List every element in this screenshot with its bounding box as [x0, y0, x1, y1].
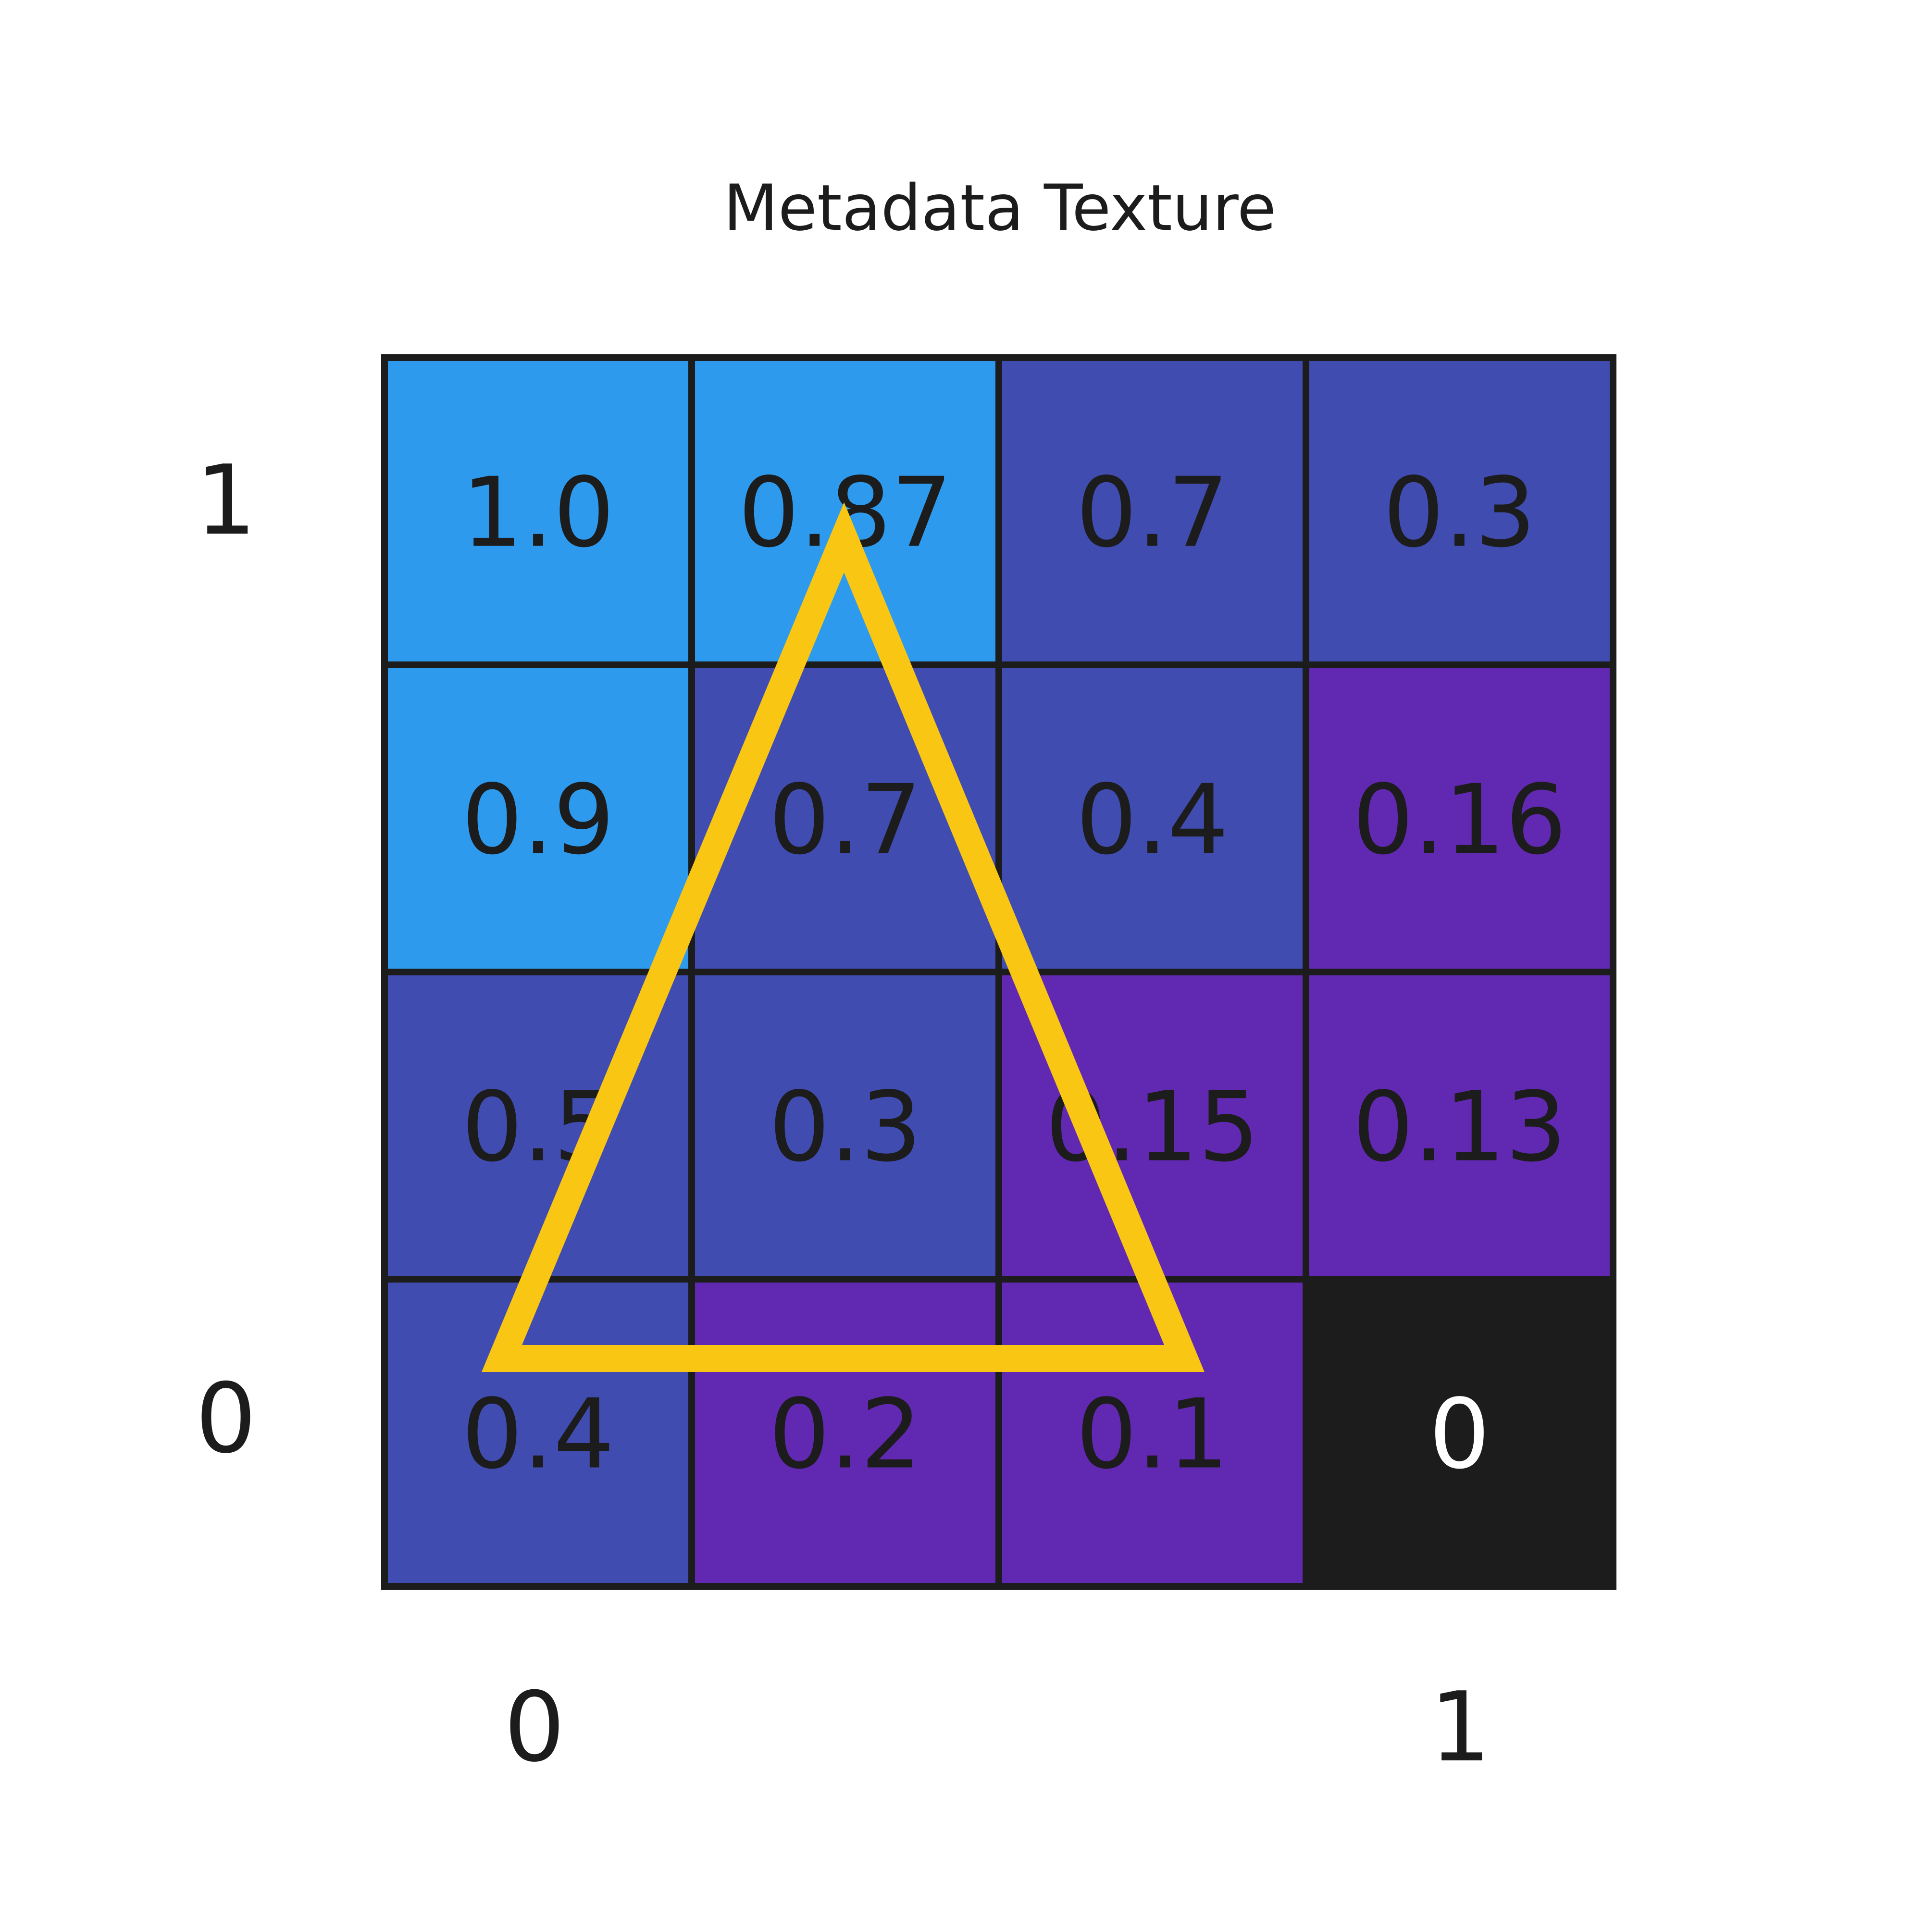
grid-cell-value: 0.3 [1383, 457, 1536, 569]
grid-cell: 0 [1303, 1276, 1616, 1590]
grid-cell-value: 0.1 [1076, 1379, 1229, 1491]
diagram-title: Metadata Texture [723, 171, 1276, 245]
grid-cell: 0.16 [1303, 661, 1616, 975]
grid-cell-value: 0.3 [769, 1072, 921, 1184]
y-tick-bottom: 0 [195, 1363, 256, 1475]
grid-cell-value: 0.16 [1353, 764, 1566, 876]
grid-cell: 0.2 [688, 1276, 1002, 1590]
grid-cell: 0.7 [995, 354, 1309, 668]
grid-cell-fill [688, 1276, 1002, 1590]
grid-cell: 1.0 [381, 354, 695, 668]
grid-cell-value: 0.7 [769, 764, 921, 876]
x-tick-right: 1 [1429, 1671, 1491, 1783]
grid-cell-value: 0.9 [461, 764, 614, 876]
grid-cell-fill [995, 1276, 1309, 1590]
grid-cell-fill [381, 1276, 695, 1590]
x-tick-left: 0 [504, 1671, 565, 1783]
grid-cell-fill [1303, 1276, 1616, 1590]
grid-cell-value: 0.13 [1353, 1072, 1566, 1184]
grid-cell: 0.3 [688, 969, 1002, 1283]
grid-cell: 0.3 [1303, 354, 1616, 668]
uv-triangle-outline [481, 502, 1205, 1372]
grid-cell-value: 0.7 [1076, 457, 1229, 569]
grid-cell-fill [381, 354, 695, 668]
grid-cell: 0.4 [381, 1276, 695, 1590]
grid-cell-value: 0.2 [769, 1379, 921, 1491]
grid-cell-value: 0 [1429, 1379, 1490, 1491]
grid-cell-fill [1303, 969, 1616, 1283]
grid-cell-fill [995, 661, 1309, 975]
grid-cell-fill [1303, 661, 1616, 975]
grid-cell-value: 1.0 [461, 457, 614, 569]
grid-cell: 0.9 [381, 661, 695, 975]
grid-cell-fill [995, 354, 1309, 668]
grid-cell: 0.1 [995, 1276, 1309, 1590]
grid-cell-value: 0.4 [461, 1379, 614, 1491]
y-tick-top: 1 [195, 445, 256, 557]
grid-cell: 0.4 [995, 661, 1309, 975]
grid-cell: 0.13 [1303, 969, 1616, 1283]
grid-cell-value: 0.4 [1076, 764, 1229, 876]
texture-grid: 1.0 0.87 0.7 0.30.9 0.7 0.4 0.160.5 0.3 0.15 0.13… [381, 354, 1616, 1590]
